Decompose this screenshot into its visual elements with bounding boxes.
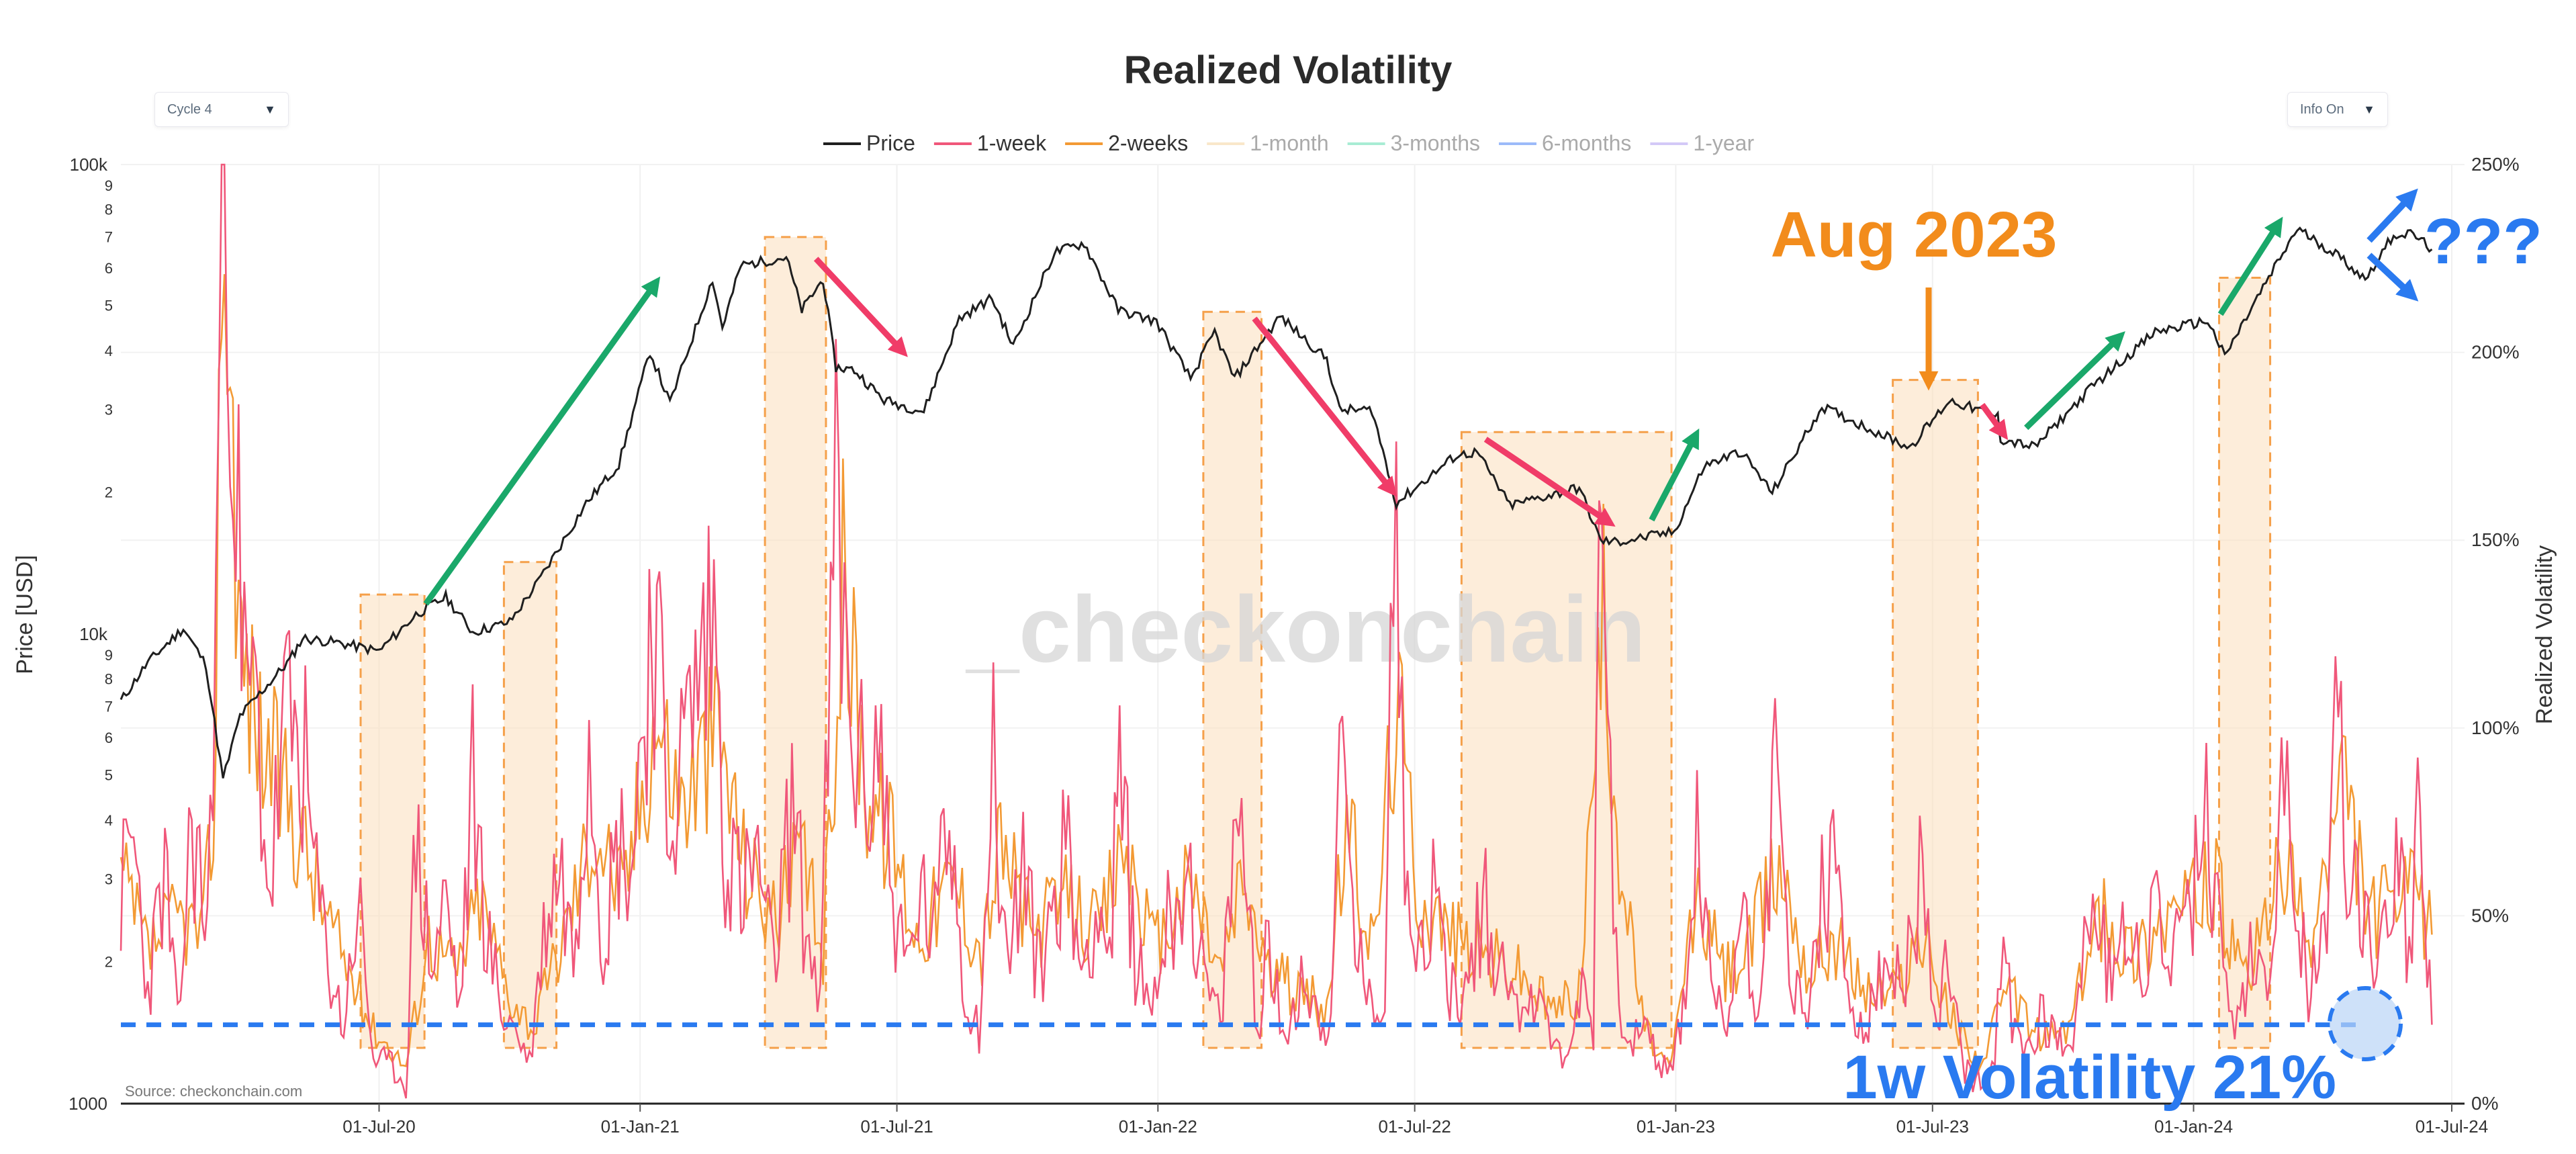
watermark: _checkonchain — [965, 576, 1646, 682]
legend-item: 1-year — [1650, 131, 1754, 155]
left-tick-label: 5 — [105, 766, 113, 783]
legend-item: 1-week — [933, 131, 1047, 155]
legend-label: 1-year — [1693, 131, 1754, 155]
low-volatility-zone — [502, 561, 558, 1049]
low-volatility-zones — [359, 236, 2272, 1049]
left-tick-label: 4 — [105, 343, 113, 359]
left-tick-label: 100k — [70, 154, 108, 175]
x-tick-label: 01-Jan-24 — [2154, 1116, 2233, 1137]
right-tick-label: 100% — [2471, 717, 2520, 738]
info-select[interactable]: Info On ▼ — [2287, 92, 2388, 127]
trend-arrow-up — [2217, 216, 2283, 316]
x-tick-label: 01-Jan-21 — [601, 1116, 680, 1137]
trend-arrow-down — [1483, 437, 1616, 527]
low-volatility-zone — [1460, 431, 1673, 1049]
left-tick-label: 2 — [105, 484, 113, 501]
left-tick-label: 9 — [105, 177, 113, 194]
left-tick-label: 3 — [105, 401, 113, 418]
trend-arrow-down — [1252, 316, 1397, 497]
current-volatility-marker — [2328, 986, 2403, 1061]
series-line-price — [120, 226, 2433, 779]
right-tick-label: 200% — [2471, 342, 2520, 363]
x-tick-label: 01-Jan-23 — [1637, 1116, 1715, 1137]
trend-arrow-down — [1980, 402, 2009, 441]
legend-label: 3-months — [1391, 131, 1480, 155]
future-down-arrow — [2366, 253, 2419, 302]
left-tick-label: 5 — [105, 297, 113, 314]
x-tick-label: 01-Jul-24 — [2416, 1116, 2488, 1137]
legend-item: 1-month — [1207, 131, 1329, 155]
right-tick-label: 0% — [2471, 1093, 2498, 1114]
x-tick-label: 01-Jul-21 — [860, 1116, 933, 1137]
chevron-down-icon: ▼ — [2363, 102, 2375, 116]
left-tick-label: 4 — [105, 812, 113, 829]
cycle-select-value: Cycle 4 — [167, 101, 212, 117]
trend-arrow-up — [1649, 428, 1700, 522]
left-tick-label: 7 — [105, 698, 113, 715]
trend-arrows — [423, 216, 2283, 606]
left-tick-label: 1000 — [68, 1094, 107, 1114]
left-tick-label: 8 — [105, 671, 113, 688]
legend-label: 1-month — [1250, 131, 1328, 155]
legend-label: 6-months — [1542, 131, 1631, 155]
chart-title: Realized Volatility — [1124, 48, 1453, 92]
legend-item: 3-months — [1347, 131, 1480, 155]
left-tick-label: 2 — [105, 954, 113, 971]
aug-2023-annotation: Aug 2023 — [1771, 199, 2058, 271]
legend-label: Price — [866, 131, 915, 155]
right-tick-label: 50% — [2471, 905, 2509, 926]
trend-arrow-up — [423, 276, 661, 606]
left-axis-label: Price [USD] — [12, 555, 38, 674]
right-axis-label: Realized Volatility — [2532, 545, 2557, 724]
legend: Price 1-week 2-weeks 1-month 3-months 6-month… — [823, 131, 1754, 155]
legend-item: 2-weeks — [1065, 131, 1188, 155]
low-volatility-zone — [1892, 379, 1979, 1049]
x-tick-label: 01-Jul-22 — [1378, 1116, 1451, 1137]
chevron-down-icon: ▼ — [264, 102, 276, 116]
legend-item: Price — [823, 131, 915, 155]
x-tick-label: 01-Jan-22 — [1119, 1116, 1197, 1137]
trend-arrow-up — [2024, 331, 2125, 431]
left-tick-label: 6 — [105, 729, 113, 746]
info-select-value: Info On — [2300, 101, 2344, 117]
legend-item: 6-months — [1499, 131, 1631, 155]
low-volatility-zone — [764, 236, 827, 1049]
low-volatility-zone — [359, 593, 426, 1049]
future-up-arrow — [2366, 188, 2418, 243]
left-tick-label: 6 — [105, 260, 113, 277]
x-tick-label: 01-Jul-23 — [1896, 1116, 1969, 1137]
threshold-annotation: 1w Volatility 21% — [1843, 1043, 2336, 1112]
cycle-select[interactable]: Cycle 4 ▼ — [154, 92, 289, 127]
trend-arrow-down — [813, 257, 908, 357]
left-tick-label: 10k — [79, 624, 108, 644]
left-tick-label: 9 — [105, 647, 113, 664]
x-tick-label: 01-Jul-20 — [342, 1116, 415, 1137]
axes: 01-Jul-20 01-Jan-21 01-Jul-21 01-Jan-22 01-J… — [68, 154, 2519, 1137]
left-tick-label: 8 — [105, 202, 113, 218]
series-line-1-week — [120, 163, 2433, 1099]
question-annotation: ??? — [2424, 206, 2542, 277]
left-tick-label: 3 — [105, 871, 113, 887]
right-tick-label: 150% — [2471, 529, 2520, 550]
left-tick-label: 7 — [105, 228, 113, 245]
legend-label: 1-week — [977, 131, 1047, 155]
low-volatility-zone — [2218, 277, 2272, 1049]
right-tick-label: 250% — [2471, 154, 2520, 175]
legend-label: 2-weeks — [1108, 131, 1188, 155]
source-label: Source: checkonchain.com — [125, 1083, 302, 1100]
